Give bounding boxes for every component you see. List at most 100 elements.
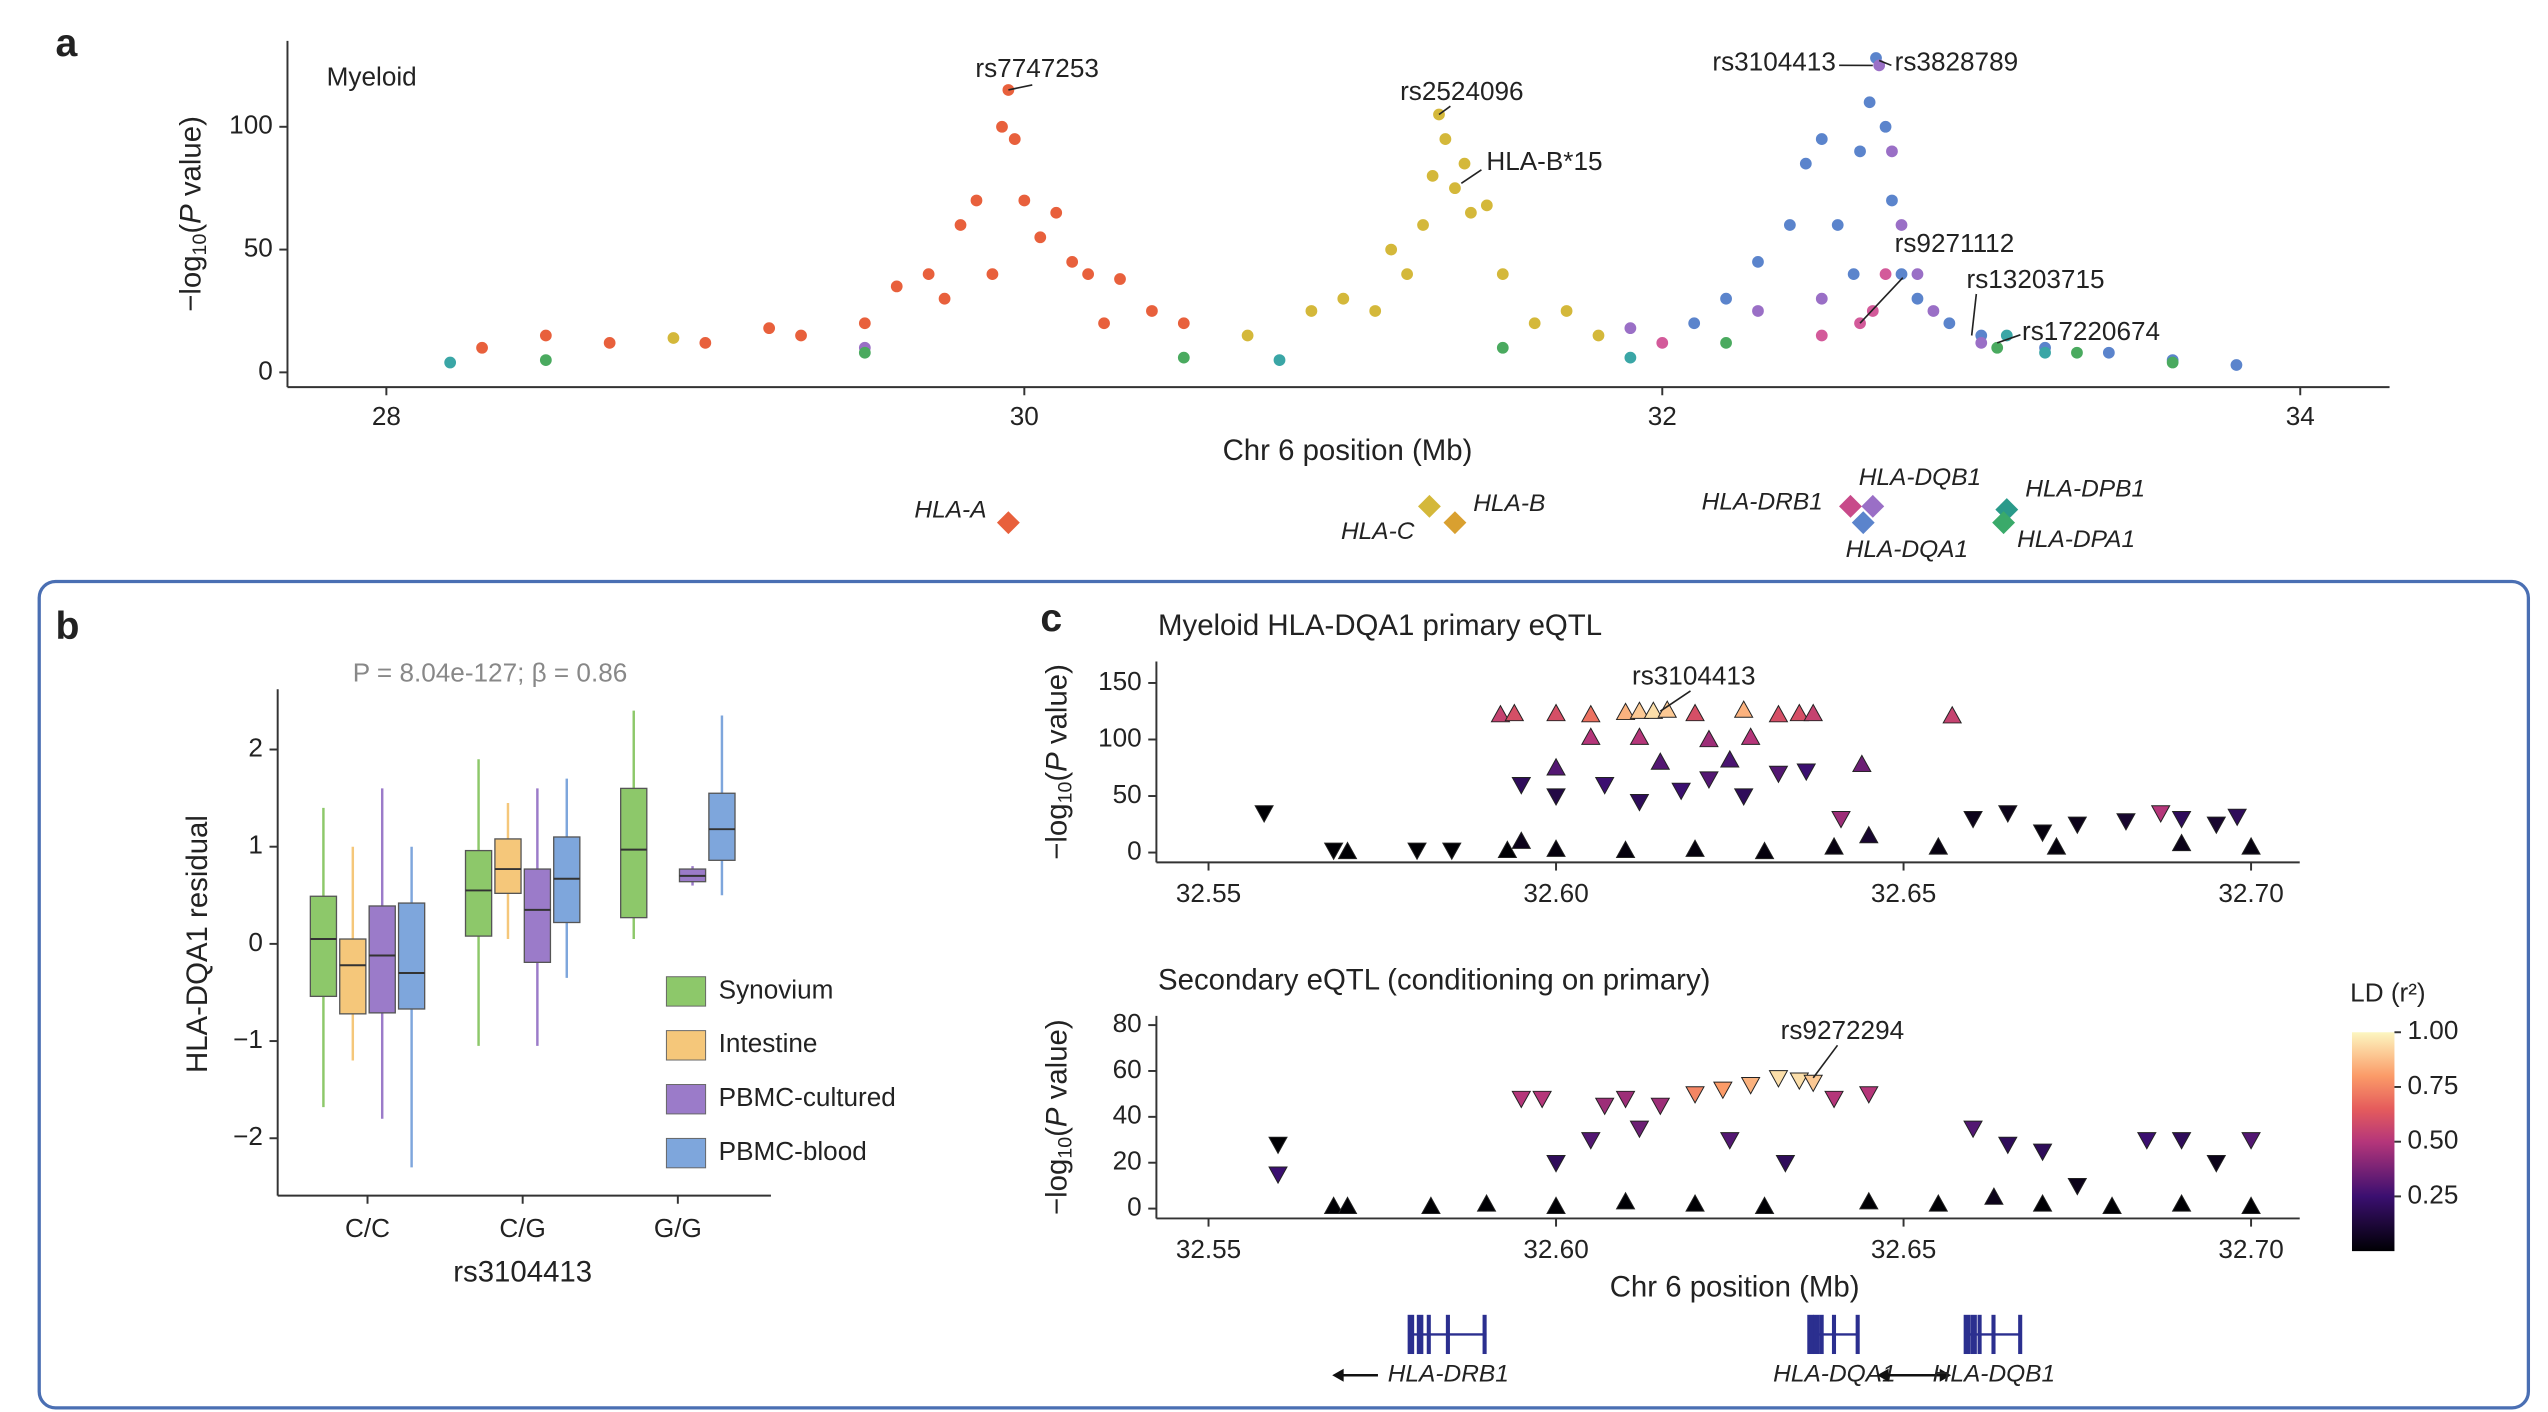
point: [1858, 825, 1879, 844]
point: [1824, 1090, 1844, 1109]
point: [1997, 805, 2018, 823]
point: [1768, 1070, 1789, 1088]
point: [954, 219, 967, 231]
point: [1528, 317, 1541, 330]
y-axis-label: −log10(P value): [1040, 664, 1077, 860]
box: [708, 792, 736, 861]
gene-label: HLA-A: [914, 497, 986, 524]
point: [1984, 1187, 2004, 1205]
point: [2166, 356, 2179, 369]
point: [922, 268, 935, 281]
point: [858, 346, 871, 359]
point: [1273, 354, 1286, 366]
x-axis-label: Chr 6 position (Mb): [1223, 434, 1473, 467]
legend-label: PBMC-cultured: [719, 1082, 896, 1112]
point: [1854, 145, 1866, 158]
point: [890, 280, 903, 293]
point: [986, 268, 999, 281]
point: [1699, 729, 1719, 748]
point: [763, 322, 776, 335]
point: [2039, 346, 2051, 359]
gene-label: HLA-DQA1: [1773, 1361, 1895, 1388]
gene-marker: [1992, 511, 2016, 535]
point: [1268, 1166, 1288, 1185]
exon: [1819, 1314, 1824, 1355]
annotation: rs17220674: [2022, 316, 2160, 346]
point: [2206, 1155, 2227, 1173]
x-axis-label: rs3104413: [453, 1256, 592, 1289]
point: [1496, 268, 1509, 281]
y-label-part: P: [175, 204, 208, 224]
exon: [1813, 1314, 1820, 1355]
point: [1050, 206, 1063, 219]
point: [2102, 346, 2115, 359]
annotation: rs13203715: [1967, 264, 2105, 294]
leader-line: [1970, 293, 1978, 336]
point: [1034, 231, 1047, 244]
point: [1963, 810, 1983, 829]
point: [667, 332, 680, 344]
y-tick-label: −2: [233, 1121, 263, 1151]
annotation: rs7747253: [975, 53, 1098, 83]
leader-line: [1996, 334, 2021, 344]
y-label-part: (: [1040, 1127, 1073, 1137]
gene-arrowhead: [1877, 1368, 1889, 1382]
chart-title: Myeloid HLA-DQA1 primary eQTL: [1158, 609, 1602, 642]
gene-label: HLA-DQB1: [1859, 464, 1981, 491]
point: [1511, 831, 1532, 849]
point: [1546, 1196, 1566, 1214]
box: [464, 849, 493, 937]
point: [1685, 1086, 1705, 1104]
point: [2032, 1194, 2053, 1212]
y-label-part: (: [1040, 772, 1073, 782]
point: [1685, 1194, 1705, 1212]
point: [1594, 777, 1615, 795]
point: [1532, 1090, 1552, 1109]
point: [1417, 219, 1429, 231]
colorbar-tick-label: 0.50: [2408, 1125, 2459, 1155]
point: [2206, 816, 2227, 835]
point: [1831, 810, 1851, 829]
y-label-part: −log: [1040, 1159, 1073, 1215]
point: [1496, 341, 1509, 354]
point: [1476, 1194, 1497, 1212]
legend-swatch: [665, 1137, 707, 1169]
point: [1720, 292, 1732, 305]
point: [1546, 1155, 1566, 1173]
point: [1740, 727, 1761, 745]
point: [1879, 268, 1892, 281]
point: [1733, 700, 1754, 718]
chart-title: Secondary eQTL (conditioning on primary): [1158, 963, 1710, 996]
chart-title: Myeloid: [327, 61, 417, 91]
point: [1991, 341, 2004, 354]
point: [1082, 268, 1094, 281]
point: [1720, 337, 1732, 349]
y-label-part: value): [175, 116, 208, 204]
point: [1997, 1136, 2018, 1155]
box: [494, 838, 522, 894]
exon: [1855, 1314, 1860, 1355]
exon: [1807, 1314, 1814, 1355]
panel-letter: a: [56, 22, 79, 65]
gene-marker: [1851, 511, 1875, 535]
exon: [1977, 1314, 1982, 1355]
point: [1789, 703, 1810, 722]
point: [1449, 182, 1461, 195]
colorbar-tick-label: 1.00: [2408, 1015, 2459, 1045]
annotation: HLA-B*15: [1486, 146, 1602, 176]
point: [2150, 805, 2171, 823]
point: [1671, 782, 1691, 801]
y-axis-label: −log10(P value): [175, 116, 212, 312]
point: [2241, 836, 2261, 855]
point: [1643, 701, 1664, 719]
y-tick-label: 50: [244, 232, 273, 262]
annotation: rs3104413: [1712, 47, 1835, 77]
point: [1928, 836, 1949, 855]
point: [1268, 1136, 1288, 1155]
leader-line: [1659, 690, 1691, 712]
y-label-part: −log: [1040, 803, 1073, 859]
leader-line: [1878, 59, 1892, 67]
leader-line: [1859, 277, 1904, 324]
point: [1615, 1090, 1636, 1109]
